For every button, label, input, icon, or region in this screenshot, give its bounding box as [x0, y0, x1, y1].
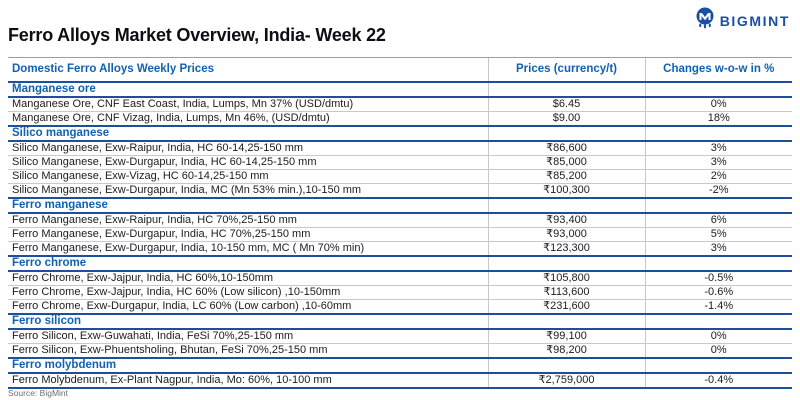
row-price: ₹98,200 — [487, 343, 645, 358]
section-header-row: Ferro molybdenum — [8, 356, 792, 374]
row-description: Ferro Chrome, Exw-Jajpur, India, HC 60% … — [8, 285, 488, 300]
table-row: Ferro Silicon, Exw-Phuentsholing, Bhutan… — [8, 343, 792, 358]
table-row: Silico Manganese, Exw-Raipur, India, HC … — [8, 140, 792, 156]
table-row: Ferro Chrome, Exw-Durgapur, India, LC 60… — [8, 299, 792, 314]
row-price: ₹105,800 — [487, 270, 645, 286]
row-change: 5% — [644, 227, 792, 242]
table-row: Manganese Ore, CNF Vizag, India, Lumps, … — [8, 111, 792, 126]
row-change: -1.4% — [644, 299, 792, 314]
table-row: Silico Manganese, Exw-Durgapur, India, M… — [8, 183, 792, 198]
row-price: ₹2,759,000 — [487, 372, 645, 389]
row-price: $9.00 — [487, 111, 645, 126]
row-change: -2% — [644, 183, 792, 198]
row-change: 3% — [644, 140, 792, 156]
row-change: 2% — [644, 169, 792, 184]
table-row: Ferro Chrome, Exw-Jajpur, India, HC 60%,… — [8, 270, 792, 286]
section-title: Ferro manganese — [8, 196, 488, 214]
column-header-prices: Prices (currency/t) — [487, 57, 645, 83]
table-row: Ferro Chrome, Exw-Jajpur, India, HC 60% … — [8, 285, 792, 300]
section-title: Silico manganese — [8, 124, 488, 142]
row-change: 3% — [644, 241, 792, 256]
row-description: Ferro Molybdenum, Ex-Plant Nagpur, India… — [8, 372, 488, 389]
column-header-description: Domestic Ferro Alloys Weekly Prices — [8, 57, 488, 83]
row-change: -0.5% — [644, 270, 792, 286]
row-change: -0.6% — [644, 285, 792, 300]
row-price: ₹93,400 — [487, 212, 645, 228]
section-title: Ferro silicon — [8, 312, 488, 330]
section-header-row: Ferro chrome — [8, 254, 792, 272]
table-row: Manganese Ore, CNF East Coast, India, Lu… — [8, 96, 792, 112]
row-description: Silico Manganese, Exw-Durgapur, India, H… — [8, 155, 488, 170]
row-price: ₹100,300 — [487, 183, 645, 198]
row-change: 3% — [644, 155, 792, 170]
section-header-row: Manganese ore — [8, 80, 792, 98]
section-change-cell — [644, 254, 792, 272]
section-title: Manganese ore — [8, 80, 488, 98]
row-change: 6% — [644, 212, 792, 228]
section-title: Ferro chrome — [8, 254, 488, 272]
row-price: ₹85,200 — [487, 169, 645, 184]
table-row: Ferro Molybdenum, Ex-Plant Nagpur, India… — [8, 372, 792, 389]
section-header-row: Silico manganese — [8, 124, 792, 142]
row-change: 18% — [644, 111, 792, 126]
table-row: Silico Manganese, Exw-Vizag, HC 60-14,25… — [8, 169, 792, 184]
row-change: 0% — [644, 343, 792, 358]
column-header-changes: Changes w-o-w in % — [644, 57, 792, 83]
row-price: $6.45 — [487, 96, 645, 112]
row-change: 0% — [644, 328, 792, 344]
section-price-cell — [487, 80, 645, 98]
row-change: 0% — [644, 96, 792, 112]
row-description: Ferro Manganese, Exw-Durgapur, India, 10… — [8, 241, 488, 256]
row-description: Manganese Ore, CNF East Coast, India, Lu… — [8, 96, 488, 112]
row-price: ₹93,000 — [487, 227, 645, 242]
row-description: Ferro Silicon, Exw-Guwahati, India, FeSi… — [8, 328, 488, 344]
page-title: Ferro Alloys Market Overview, India- Wee… — [8, 25, 386, 45]
row-description: Silico Manganese, Exw-Raipur, India, HC … — [8, 140, 488, 156]
row-price: ₹113,600 — [487, 285, 645, 300]
table-row: Ferro Silicon, Exw-Guwahati, India, FeSi… — [8, 328, 792, 344]
table-row: Ferro Manganese, Exw-Raipur, India, HC 7… — [8, 212, 792, 228]
section-header-row: Ferro silicon — [8, 312, 792, 330]
section-change-cell — [644, 80, 792, 98]
row-price: ₹99,100 — [487, 328, 645, 344]
row-description: Ferro Manganese, Exw-Durgapur, India, HC… — [8, 227, 488, 242]
table-row: Ferro Manganese, Exw-Durgapur, India, 10… — [8, 241, 792, 256]
row-description: Silico Manganese, Exw-Vizag, HC 60-14,25… — [8, 169, 488, 184]
bigmint-logo-wordmark: BIGMINT — [719, 12, 790, 29]
source-note: Source: BigMint — [8, 388, 68, 398]
bigmint-logo: BIGMINT — [695, 7, 790, 34]
row-price: ₹123,300 — [487, 241, 645, 256]
section-price-cell — [487, 254, 645, 272]
row-description: Ferro Chrome, Exw-Durgapur, India, LC 60… — [8, 299, 488, 314]
row-description: Silico Manganese, Exw-Durgapur, India, M… — [8, 183, 488, 198]
section-header-row: Ferro manganese — [8, 196, 792, 214]
section-change-cell — [644, 356, 792, 374]
row-price: ₹231,600 — [487, 299, 645, 314]
prices-table: Domestic Ferro Alloys Weekly Prices Pric… — [8, 57, 792, 389]
table-row: Ferro Manganese, Exw-Durgapur, India, HC… — [8, 227, 792, 242]
section-change-cell — [644, 312, 792, 330]
row-change: -0.4% — [644, 372, 792, 389]
row-price: ₹86,600 — [487, 140, 645, 156]
section-price-cell — [487, 356, 645, 374]
section-change-cell — [644, 124, 792, 142]
section-price-cell — [487, 196, 645, 214]
section-price-cell — [487, 312, 645, 330]
table-body: Manganese ore Manganese Ore, CNF East Coa… — [8, 80, 792, 389]
bigmint-logo-icon — [695, 7, 715, 34]
row-description: Ferro Chrome, Exw-Jajpur, India, HC 60%,… — [8, 270, 488, 286]
section-change-cell — [644, 196, 792, 214]
row-description: Manganese Ore, CNF Vizag, India, Lumps, … — [8, 111, 488, 126]
table-row: Silico Manganese, Exw-Durgapur, India, H… — [8, 155, 792, 170]
row-description: Ferro Manganese, Exw-Raipur, India, HC 7… — [8, 212, 488, 228]
section-title: Ferro molybdenum — [8, 356, 488, 374]
table-header-row: Domestic Ferro Alloys Weekly Prices Pric… — [8, 57, 792, 83]
row-description: Ferro Silicon, Exw-Phuentsholing, Bhutan… — [8, 343, 488, 358]
section-price-cell — [487, 124, 645, 142]
row-price: ₹85,000 — [487, 155, 645, 170]
